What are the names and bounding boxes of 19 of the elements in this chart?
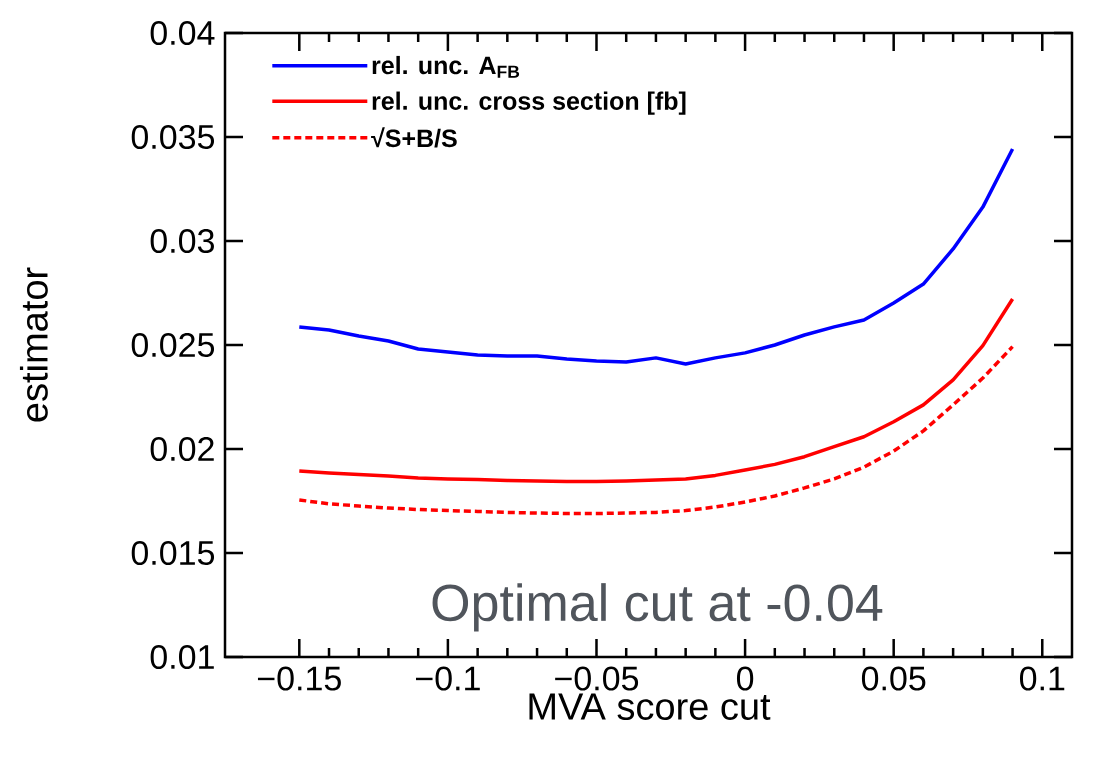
- x-tick-label: −0.15: [257, 666, 341, 691]
- x-axis-title: MVA score cut: [529, 693, 771, 720]
- legend-label: √S+B/S: [371, 127, 457, 148]
- y-axis-title: estimator: [19, 267, 48, 422]
- y-tick-label: 0.01: [150, 644, 214, 670]
- y-tick-label: 0.015: [131, 540, 215, 566]
- x-tick-label: 0: [736, 666, 754, 691]
- x-tick-label: 0.1: [1019, 666, 1065, 691]
- y-tick-label: 0.02: [150, 436, 214, 462]
- x-tick-label: −0.05: [555, 666, 639, 691]
- annotation: Optimal cut at -0.04: [432, 583, 883, 632]
- x-tick-label: −0.1: [416, 666, 480, 691]
- x-tick-label: 0.05: [861, 666, 926, 691]
- y-tick-label: 0.03: [150, 228, 214, 254]
- legend-label: rel. unc. A$_{FB}$: [372, 55, 520, 78]
- y-tick-label: 0.025: [131, 332, 215, 358]
- y-tick-label: 0.035: [131, 124, 215, 150]
- legend-label: rel. unc. cross section [fb]: [372, 91, 686, 115]
- y-tick-label: 0.04: [150, 20, 215, 46]
